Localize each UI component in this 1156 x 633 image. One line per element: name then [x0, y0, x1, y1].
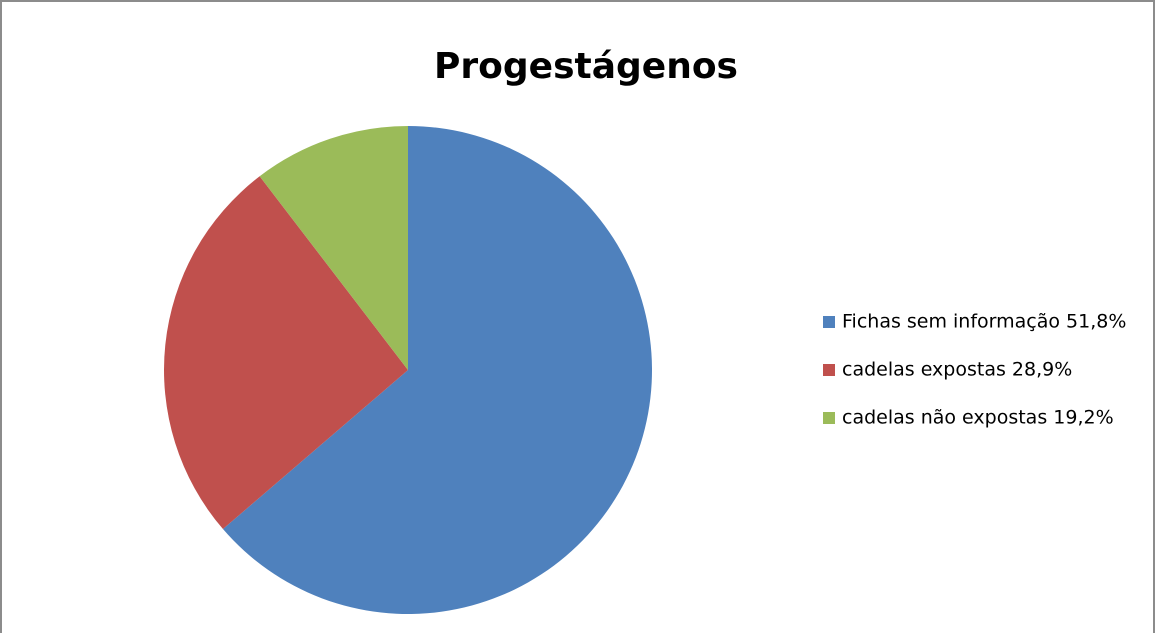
- legend-label: Fichas sem informação 51,8%: [842, 311, 1126, 333]
- legend-label: cadelas não expostas 19,2%: [842, 407, 1114, 429]
- legend-label: cadelas expostas 28,9%: [842, 359, 1072, 381]
- legend-swatch: [823, 316, 835, 328]
- legend-swatch: [823, 364, 835, 376]
- pie-slice: [222, 126, 652, 615]
- pie-slice: [164, 176, 408, 530]
- pie-slice: [259, 126, 408, 370]
- chart-title: Progestágenos: [434, 46, 738, 87]
- legend-swatch: [823, 412, 835, 424]
